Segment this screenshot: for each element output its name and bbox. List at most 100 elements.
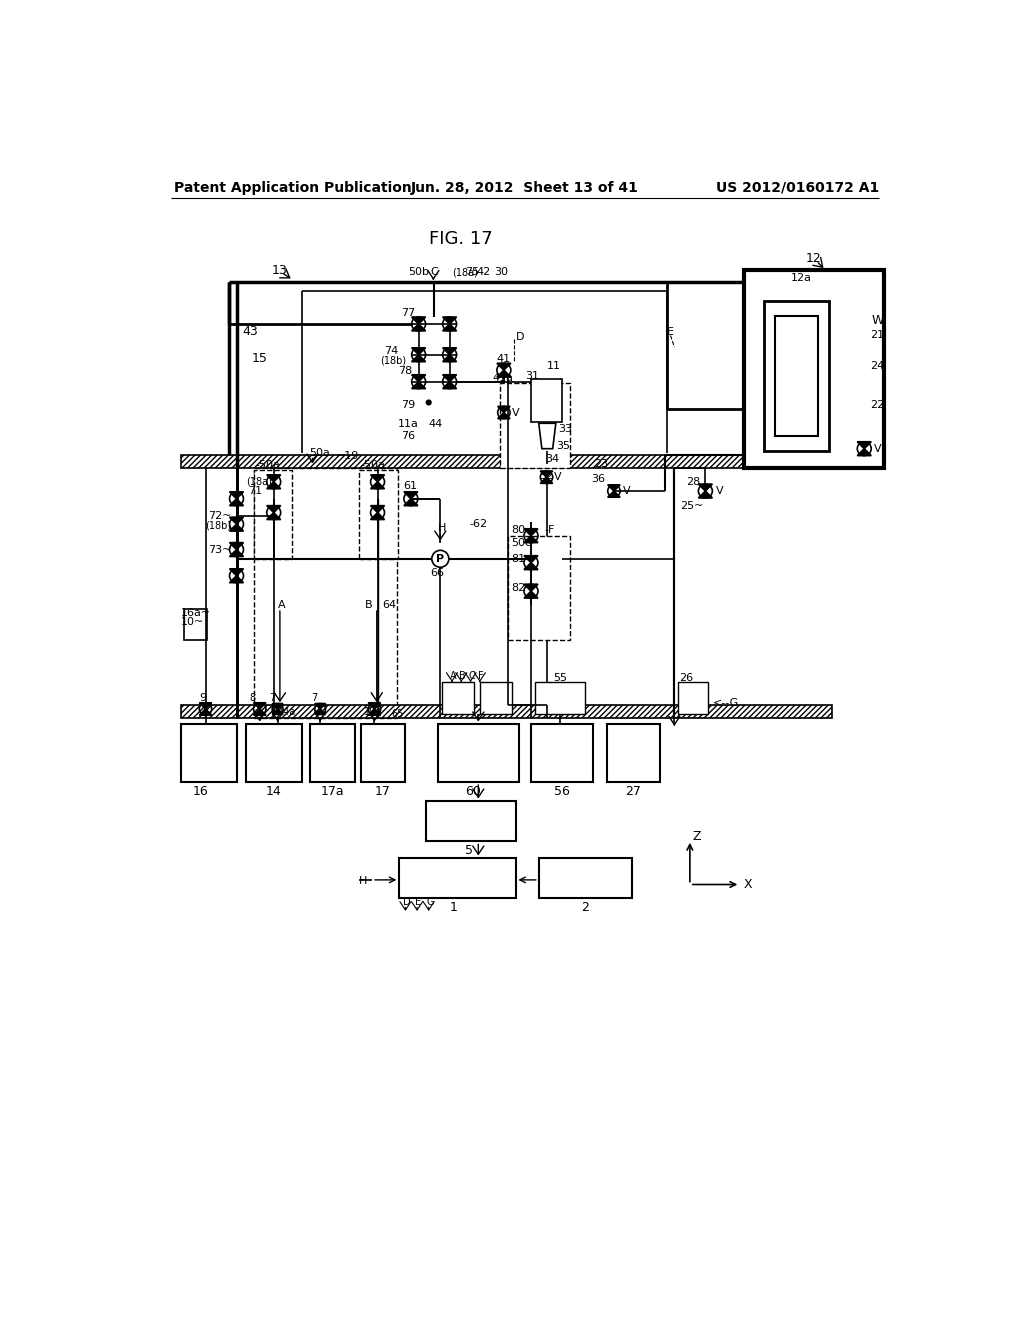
Bar bbox=[426, 801, 515, 841]
Text: 43: 43 bbox=[242, 325, 258, 338]
Polygon shape bbox=[857, 449, 871, 455]
Polygon shape bbox=[229, 549, 244, 557]
Polygon shape bbox=[371, 506, 385, 512]
Polygon shape bbox=[607, 484, 621, 491]
Text: 16a~: 16a~ bbox=[180, 607, 211, 618]
Text: X: X bbox=[744, 878, 753, 891]
Text: (18a): (18a) bbox=[452, 268, 478, 277]
Text: -F: -F bbox=[544, 524, 555, 535]
Text: <--G: <--G bbox=[713, 698, 739, 708]
Polygon shape bbox=[442, 348, 457, 355]
Polygon shape bbox=[266, 506, 281, 512]
Polygon shape bbox=[412, 348, 426, 355]
Text: 64: 64 bbox=[382, 601, 396, 610]
Polygon shape bbox=[266, 512, 281, 520]
Polygon shape bbox=[524, 536, 538, 543]
Text: 7: 7 bbox=[269, 693, 275, 704]
Text: 17a: 17a bbox=[321, 785, 344, 797]
Text: D: D bbox=[403, 898, 411, 907]
Text: -50a: -50a bbox=[360, 459, 385, 470]
Polygon shape bbox=[229, 569, 244, 576]
Text: 35: 35 bbox=[557, 441, 570, 451]
Text: 30: 30 bbox=[494, 268, 508, 277]
Polygon shape bbox=[369, 709, 381, 715]
Text: 14a: 14a bbox=[278, 708, 296, 717]
Text: 75: 75 bbox=[465, 268, 479, 277]
Text: 13: 13 bbox=[271, 264, 287, 277]
Bar bbox=[500, 383, 569, 469]
Polygon shape bbox=[412, 355, 426, 362]
Text: 28: 28 bbox=[686, 477, 700, 487]
Text: 8: 8 bbox=[250, 693, 256, 704]
Text: 16: 16 bbox=[193, 785, 208, 797]
Bar bbox=[775, 317, 818, 436]
Bar bbox=[359, 470, 397, 558]
Polygon shape bbox=[266, 475, 281, 482]
Text: 27: 27 bbox=[626, 785, 641, 797]
Polygon shape bbox=[229, 492, 244, 499]
Polygon shape bbox=[607, 491, 621, 498]
Bar bbox=[438, 725, 519, 781]
Text: 23: 23 bbox=[595, 459, 608, 469]
Polygon shape bbox=[524, 529, 538, 536]
Polygon shape bbox=[403, 492, 418, 499]
Polygon shape bbox=[412, 323, 426, 331]
Text: 76: 76 bbox=[400, 430, 415, 441]
Polygon shape bbox=[698, 484, 713, 491]
Text: 65: 65 bbox=[391, 709, 403, 719]
Polygon shape bbox=[442, 323, 457, 331]
Text: V: V bbox=[512, 408, 520, 417]
Polygon shape bbox=[200, 709, 212, 715]
Bar bbox=[531, 379, 562, 422]
Text: 11a: 11a bbox=[397, 418, 419, 429]
Text: 66: 66 bbox=[430, 568, 444, 578]
Text: 44: 44 bbox=[429, 418, 443, 429]
Text: FIG. 17: FIG. 17 bbox=[429, 230, 494, 248]
Polygon shape bbox=[254, 709, 266, 715]
Text: (18a): (18a) bbox=[246, 477, 271, 487]
Text: 22: 22 bbox=[869, 400, 884, 409]
Text: 79: 79 bbox=[401, 400, 416, 409]
Text: G: G bbox=[426, 898, 434, 907]
Text: 73~: 73~ bbox=[208, 545, 231, 554]
Polygon shape bbox=[442, 355, 457, 362]
Text: 15: 15 bbox=[252, 352, 268, 366]
Text: 33: 33 bbox=[558, 425, 572, 434]
Text: E: E bbox=[415, 898, 421, 907]
Text: Z: Z bbox=[693, 830, 701, 843]
Polygon shape bbox=[857, 442, 871, 449]
Polygon shape bbox=[272, 704, 283, 709]
Text: A: A bbox=[450, 671, 457, 681]
Bar bbox=[508, 536, 569, 640]
Text: 12: 12 bbox=[806, 252, 822, 265]
Polygon shape bbox=[442, 375, 457, 381]
Bar bbox=[360, 725, 406, 781]
Circle shape bbox=[432, 550, 449, 568]
Bar bbox=[535, 682, 586, 714]
Text: W: W bbox=[872, 314, 885, 326]
Text: 82: 82 bbox=[512, 583, 526, 593]
Polygon shape bbox=[412, 375, 426, 381]
Polygon shape bbox=[498, 412, 510, 418]
Circle shape bbox=[426, 400, 432, 405]
Text: 56: 56 bbox=[554, 785, 570, 797]
Polygon shape bbox=[698, 491, 713, 498]
Text: B: B bbox=[365, 601, 372, 610]
Polygon shape bbox=[497, 363, 511, 370]
Text: 55: 55 bbox=[553, 673, 567, 684]
Polygon shape bbox=[371, 482, 385, 488]
Text: (18b): (18b) bbox=[206, 520, 231, 531]
Text: 1: 1 bbox=[450, 902, 458, 915]
Polygon shape bbox=[371, 512, 385, 520]
Polygon shape bbox=[412, 317, 426, 323]
Polygon shape bbox=[524, 556, 538, 562]
Text: 25~: 25~ bbox=[680, 502, 703, 511]
Polygon shape bbox=[524, 591, 538, 598]
Polygon shape bbox=[314, 704, 326, 709]
Bar bbox=[442, 682, 474, 714]
Polygon shape bbox=[524, 585, 538, 591]
Text: 50a: 50a bbox=[309, 447, 330, 458]
Text: 77: 77 bbox=[401, 308, 416, 318]
Text: Patent Application Publication: Patent Application Publication bbox=[174, 181, 413, 194]
Text: 7: 7 bbox=[311, 693, 317, 704]
